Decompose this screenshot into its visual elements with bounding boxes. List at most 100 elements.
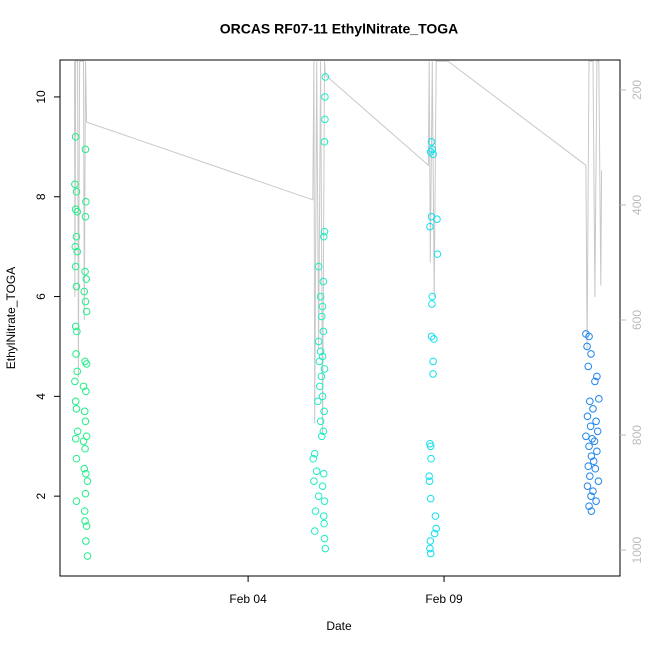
point	[583, 482, 592, 490]
point	[72, 282, 81, 291]
point	[425, 472, 433, 480]
x-tick-label: Feb 09	[425, 592, 463, 606]
point	[71, 242, 80, 251]
point	[71, 434, 80, 443]
point	[72, 454, 81, 463]
point	[590, 437, 599, 446]
point	[426, 544, 434, 553]
y-tick-label: 4	[34, 393, 48, 400]
point	[81, 145, 90, 154]
point	[83, 477, 92, 485]
point	[81, 489, 90, 498]
point	[428, 292, 437, 301]
point	[592, 417, 600, 426]
point	[314, 337, 323, 346]
point	[429, 357, 437, 366]
point	[319, 512, 328, 520]
point	[321, 73, 330, 81]
point	[311, 507, 320, 515]
point	[310, 527, 319, 535]
y2-tick-label: 800	[630, 425, 644, 445]
point	[593, 372, 601, 381]
point	[426, 442, 435, 451]
point	[426, 148, 435, 156]
point	[314, 397, 322, 406]
point	[317, 312, 326, 321]
point	[82, 197, 90, 206]
point	[582, 432, 590, 441]
point	[314, 492, 323, 500]
y2-tick-label: 600	[630, 310, 644, 330]
point	[591, 464, 600, 473]
point	[431, 512, 440, 520]
point	[428, 300, 436, 308]
point	[72, 497, 81, 505]
point	[312, 467, 321, 476]
point	[591, 377, 599, 386]
point	[82, 522, 91, 530]
point	[589, 405, 597, 413]
point	[73, 367, 82, 376]
y2-tick-label: 400	[630, 195, 644, 215]
point	[586, 472, 594, 480]
point	[593, 427, 602, 436]
point	[321, 93, 329, 101]
point	[319, 327, 328, 336]
point	[319, 427, 328, 436]
x-tick-label: Feb 04	[229, 592, 267, 606]
point	[316, 417, 325, 426]
point	[81, 517, 89, 525]
point	[81, 212, 90, 221]
point	[320, 519, 328, 528]
point	[430, 335, 438, 343]
point	[318, 482, 327, 490]
point	[80, 464, 89, 473]
point	[429, 150, 437, 159]
point	[594, 477, 603, 485]
point	[80, 287, 89, 296]
point	[426, 222, 434, 231]
point	[587, 350, 595, 358]
point	[80, 507, 89, 515]
point	[71, 377, 79, 386]
point	[320, 407, 328, 416]
point	[595, 395, 603, 403]
point	[83, 552, 92, 560]
point	[82, 307, 91, 316]
point	[586, 422, 595, 431]
point	[79, 382, 88, 391]
y2-tick-label: 200	[630, 80, 644, 100]
y-tick-label: 2	[34, 492, 48, 499]
point	[432, 524, 441, 533]
point	[317, 372, 326, 381]
point	[82, 275, 91, 283]
point	[81, 297, 90, 306]
point	[71, 133, 80, 141]
plot-area	[71, 60, 603, 560]
point	[79, 437, 88, 446]
point	[81, 417, 90, 426]
point	[82, 537, 90, 545]
point	[318, 392, 327, 401]
point	[426, 549, 435, 558]
point	[73, 207, 82, 216]
point	[583, 342, 591, 351]
point	[82, 387, 90, 396]
point	[427, 454, 435, 463]
point	[589, 457, 598, 466]
point	[315, 357, 324, 366]
point	[72, 405, 81, 413]
point	[433, 215, 441, 223]
point	[584, 462, 593, 471]
point	[427, 332, 436, 341]
point	[72, 350, 80, 358]
point	[589, 487, 597, 495]
point	[310, 449, 319, 458]
point	[593, 447, 601, 456]
y2-tick-label: 1000	[630, 536, 644, 563]
point	[81, 444, 89, 453]
point	[426, 537, 435, 545]
point	[427, 138, 436, 146]
point	[82, 360, 91, 368]
